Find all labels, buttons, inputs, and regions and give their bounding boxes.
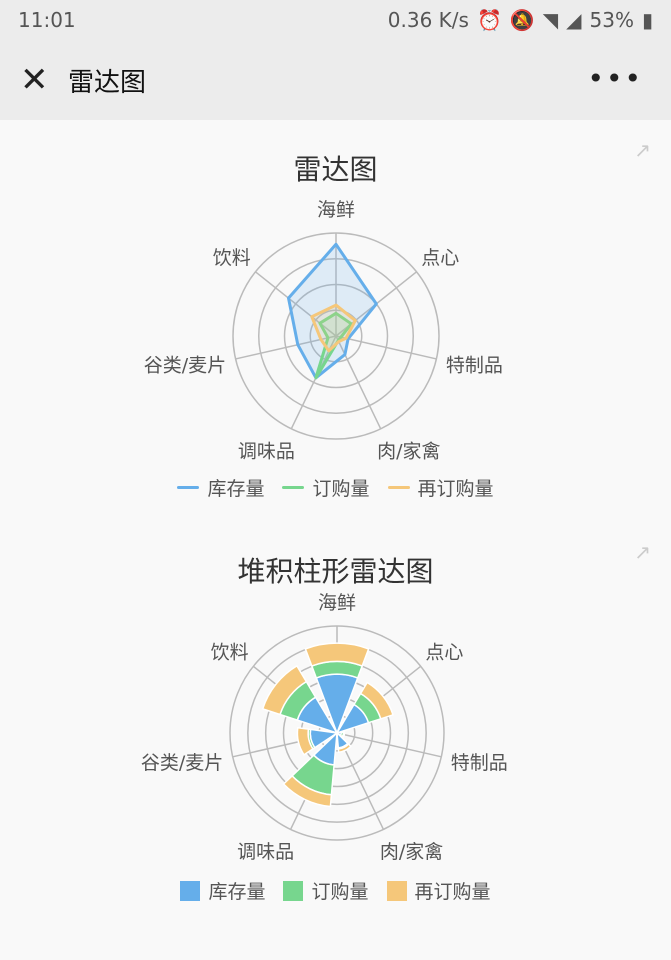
legend-swatch <box>283 880 304 901</box>
axis-line <box>335 335 382 430</box>
legend-swatch <box>282 486 305 489</box>
axis-label: 海鲜 <box>318 592 356 614</box>
page-title: 雷达图 <box>68 67 147 98</box>
bar-2-1 <box>359 681 394 720</box>
alarm-icon: ⏰ <box>476 8 502 32</box>
bar-2-3 <box>337 743 352 754</box>
axis-label: 饮料 <box>211 641 249 663</box>
legend-item-inventory[interactable]: 库存量 <box>180 877 265 904</box>
more-icon[interactable]: ••• <box>587 62 643 95</box>
bar-2-4 <box>282 774 333 808</box>
axis-label: 特制品 <box>451 752 508 774</box>
radar-series-0 <box>287 242 378 380</box>
signal-icon: ◢ <box>566 8 582 32</box>
legend-swatch <box>177 486 200 489</box>
legend-item-orders[interactable]: 订购量 <box>282 474 370 501</box>
legend-item-inventory[interactable]: 库存量 <box>177 474 264 501</box>
legend-item-reorder[interactable]: 再订购量 <box>387 474 494 501</box>
axis-label: 肉/家禽 <box>377 440 440 462</box>
mute-icon: 🔕 <box>509 8 535 32</box>
status-time: 11:01 <box>18 8 76 32</box>
bar-2-0 <box>304 642 370 667</box>
axis-line <box>336 732 442 758</box>
legend-label: 订购量 <box>311 881 369 903</box>
axis-label: 特制品 <box>446 354 503 376</box>
axis-label: 调味品 <box>237 841 294 863</box>
wifi-icon: ◥ <box>542 8 559 32</box>
bar-2-2 <box>341 731 346 739</box>
axis-line <box>335 335 437 360</box>
axis-label: 谷类/麦片 <box>144 354 226 376</box>
legend-item-reorder[interactable]: 再订购量 <box>386 877 491 904</box>
legend-swatch <box>387 486 410 489</box>
stacked-radar-chart-card: 堆积柱形雷达图 ↗ 海鲜点心特制品肉/家禽 调味品 谷类/麦片 饮料 库存量 订购量 … <box>0 520 671 920</box>
status-bar: 11:01 0.36 K/s ⏰ 🔕 ◥ ◢ 53% ▮ <box>0 0 671 40</box>
battery-level: 53% <box>589 8 634 32</box>
battery-icon: ▮ <box>641 8 653 32</box>
radar-chart-card: 雷达图 ↗ 海鲜点心特制品肉/家禽 调味品 谷类/麦片 饮料 库存量 订购量 再订购量 <box>0 120 671 520</box>
axis-label: 调味品 <box>238 440 295 462</box>
close-icon[interactable]: ✕ <box>20 60 49 100</box>
expand-icon[interactable]: ↗ <box>634 138 651 162</box>
axis-label: 饮料 <box>213 247 251 269</box>
legend-label: 再订购量 <box>417 478 494 500</box>
legend: 库存量 订购量 再订购量 <box>0 877 671 904</box>
bar-2-5 <box>296 726 314 756</box>
legend-label: 库存量 <box>207 478 265 500</box>
chart-title: 堆积柱形雷达图 <box>237 555 434 588</box>
network-speed: 0.36 K/s <box>387 8 469 32</box>
legend-swatch <box>180 880 201 901</box>
app-header: ✕ 雷达图 ••• <box>0 40 671 120</box>
axis-label: 点心 <box>425 641 463 663</box>
axis-line <box>235 335 337 360</box>
axis-label: 谷类/麦片 <box>141 752 223 774</box>
bar-2-6 <box>261 664 308 716</box>
legend-swatch <box>386 880 407 901</box>
chart-title: 雷达图 <box>293 153 378 186</box>
expand-icon[interactable]: ↗ <box>634 540 651 564</box>
radar-series-2 <box>310 303 357 353</box>
axis-label: 肉/家禽 <box>380 841 443 863</box>
legend: 库存量 订购量 再订购量 <box>0 474 671 501</box>
legend-item-orders[interactable]: 订购量 <box>283 877 369 904</box>
legend-label: 订购量 <box>312 478 370 500</box>
axis-label: 点心 <box>421 247 459 269</box>
legend-label: 库存量 <box>208 881 266 903</box>
legend-label: 再订购量 <box>414 881 491 903</box>
axis-label: 海鲜 <box>317 199 355 221</box>
